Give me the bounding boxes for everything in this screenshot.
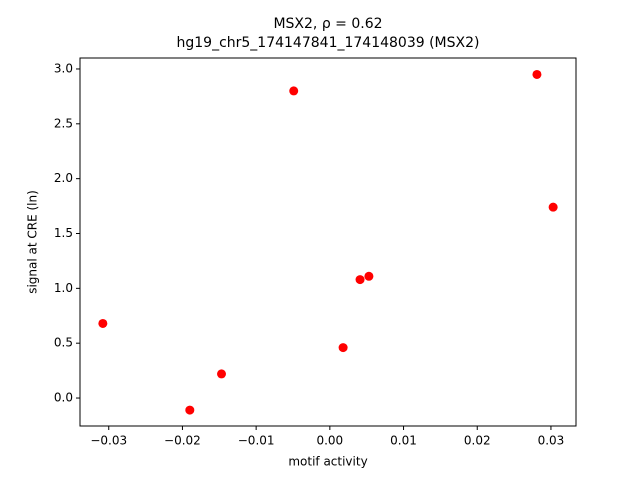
point: [217, 369, 227, 379]
y-tick-label: 0.5: [54, 336, 73, 350]
x-axis-label: motif activity: [288, 455, 367, 469]
point: [338, 343, 348, 353]
y-tick-label: 2.0: [54, 171, 73, 185]
x-tick-label: −0.03: [90, 434, 127, 448]
y-tick-label: 2.5: [54, 116, 73, 130]
x-tick-label: 0.03: [538, 434, 565, 448]
chart-subtitle: hg19_chr5_174147841_174148039 (MSX2): [177, 35, 480, 51]
chart-title: MSX2, ρ = 0.62: [273, 16, 382, 32]
point: [532, 69, 542, 79]
point: [548, 202, 558, 212]
x-tick-label: 0.00: [316, 434, 343, 448]
plot-frame: [79, 57, 577, 427]
x-tick-label: 0.01: [390, 434, 417, 448]
x-tick-label: −0.02: [164, 434, 201, 448]
y-axis-label: signal at CRE (ln): [26, 190, 40, 294]
y-tick-label: 1.0: [54, 281, 73, 295]
x-tick-label: −0.01: [238, 434, 275, 448]
point: [185, 405, 195, 415]
x-tick-label: 0.02: [464, 434, 491, 448]
point: [289, 86, 299, 96]
point: [98, 318, 108, 328]
y-tick-label: 0.0: [54, 391, 73, 405]
y-tick-label: 3.0: [54, 61, 73, 75]
point: [355, 275, 365, 285]
point: [364, 271, 374, 281]
y-tick-label: 1.5: [54, 226, 73, 240]
